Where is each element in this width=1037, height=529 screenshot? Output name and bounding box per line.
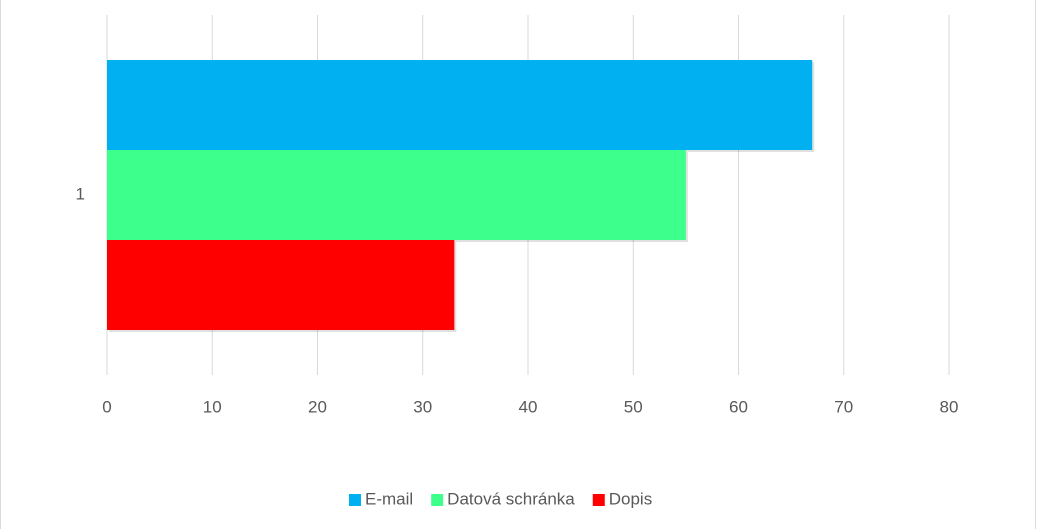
x-tick-label: 0 [102,397,111,416]
x-tick-label: 10 [203,397,222,416]
legend-swatch [431,494,444,506]
legend-label: Datová schránka [447,489,575,508]
x-tick-label: 50 [624,397,643,416]
legend-label: E-mail [365,489,413,508]
x-tick-label: 20 [308,397,327,416]
x-tick-label: 30 [413,397,432,416]
bar [107,240,455,330]
legend-swatch [592,494,605,506]
x-tick-label: 70 [834,397,853,416]
legend-swatch [349,494,361,506]
x-tick-label: 80 [940,397,959,416]
y-tick-label: 1 [76,184,85,203]
legend-label: Dopis [609,489,652,508]
x-tick-label: 60 [729,397,748,416]
x-tick-label: 40 [519,397,538,416]
bar [107,150,686,240]
bar [107,60,813,150]
